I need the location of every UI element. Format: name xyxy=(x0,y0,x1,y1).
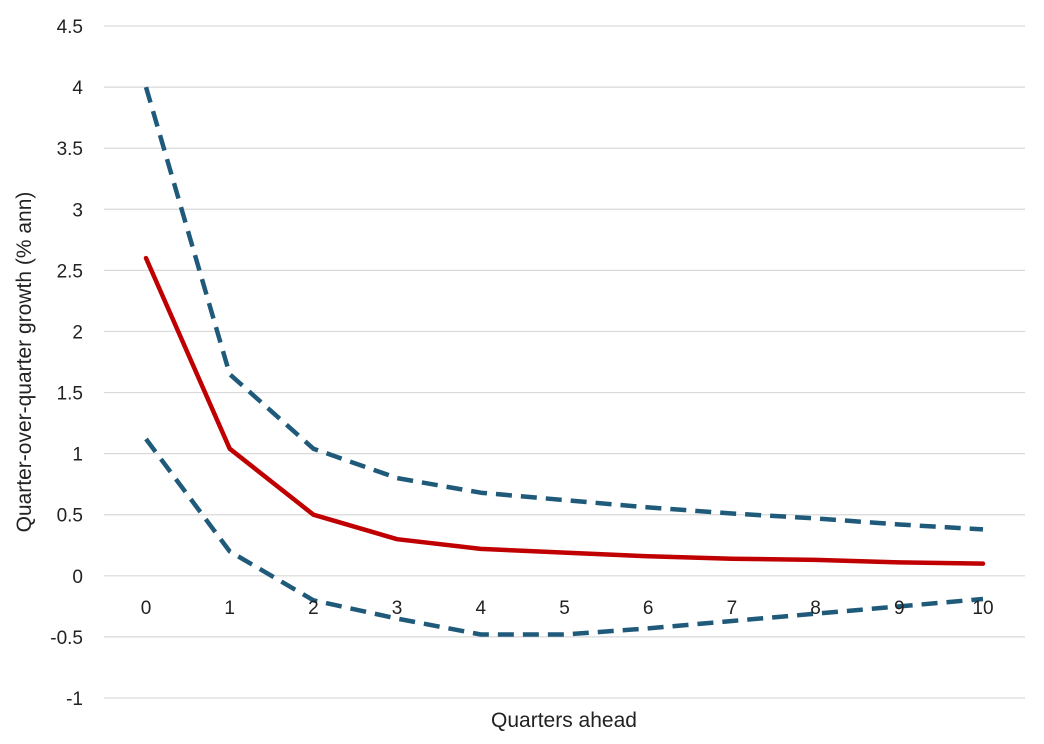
x-tick-label: 0 xyxy=(141,598,152,619)
upper-band-line xyxy=(143,86,984,532)
y-tick-label: 4.5 xyxy=(57,17,83,38)
y-tick-label: 2.5 xyxy=(57,261,83,282)
y-tick-label: -1 xyxy=(66,689,83,710)
y-tick-label: 2 xyxy=(72,322,83,343)
y-tick-label: 1 xyxy=(72,445,83,466)
x-tick-label: 8 xyxy=(810,598,821,619)
x-tick-label: 6 xyxy=(643,598,654,619)
x-tick-label: 2 xyxy=(308,598,319,619)
central-line xyxy=(143,255,986,566)
y-tick-label: 3 xyxy=(72,200,83,221)
x-tick-label: 7 xyxy=(727,598,738,619)
x-tick-label: 5 xyxy=(559,598,570,619)
series-lines xyxy=(143,86,986,637)
lower-band-line xyxy=(144,437,984,637)
x-tick-label: 10 xyxy=(972,598,993,619)
y-tick-label: 0 xyxy=(72,567,83,588)
y-tick-label: 0.5 xyxy=(57,506,83,527)
x-tick-label: 3 xyxy=(392,598,403,619)
x-tick-label: 4 xyxy=(476,598,487,619)
y-tick-label: 1.5 xyxy=(57,384,83,405)
x-axis-label: Quarters ahead xyxy=(491,709,637,732)
y-tick-label: 3.5 xyxy=(57,139,83,160)
x-tick-label: 1 xyxy=(224,598,235,619)
y-axis-ticks: -1 -0.5 0 0.5 1 1.5 2 2.5 3 3.5 4 4.5 xyxy=(50,17,83,710)
y-tick-label: 4 xyxy=(72,78,83,99)
y-tick-label: -0.5 xyxy=(50,628,83,649)
y-axis-label: Quarter-over-quarter growth (% ann) xyxy=(13,192,36,533)
x-tick-label: 9 xyxy=(894,598,905,619)
gridlines xyxy=(104,25,1025,699)
x-axis-ticks: 0 1 2 3 4 5 6 7 8 9 10 xyxy=(141,598,994,619)
